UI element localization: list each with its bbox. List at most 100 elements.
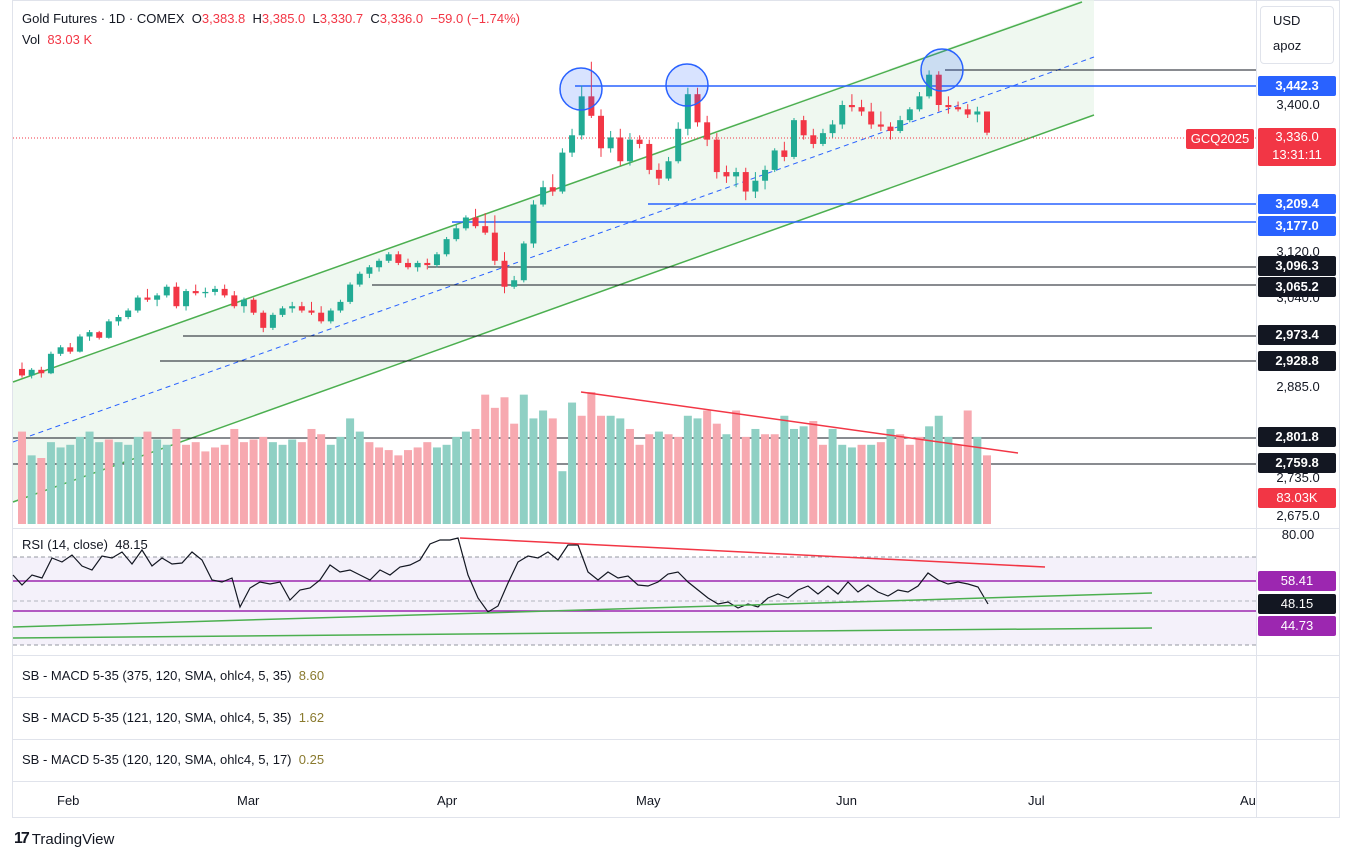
volume-bar	[703, 410, 712, 524]
volume-bar	[46, 442, 55, 524]
candle-body	[935, 74, 942, 105]
volume-value: 83.03 K	[47, 32, 93, 47]
volume-bar	[886, 428, 895, 524]
candle-body	[771, 150, 778, 170]
candle-body	[67, 347, 74, 352]
volume-bar	[268, 442, 277, 524]
volume-bar	[201, 451, 210, 524]
candle-body	[163, 286, 170, 296]
volume-bar	[568, 402, 577, 524]
highlight-circle	[920, 48, 964, 92]
indicator-legend[interactable]: SB - MACD 5-35 (120, 120, SMA, ohlc4, 5,…	[22, 752, 324, 767]
volume-bar	[317, 434, 326, 524]
volume-bar	[172, 428, 181, 524]
candle-body	[260, 312, 267, 328]
candle-body	[665, 161, 672, 179]
scale-mode-label[interactable]: apoz	[1273, 38, 1302, 53]
volume-bar	[394, 455, 403, 524]
candle-body	[57, 347, 64, 354]
volume-bar	[712, 423, 721, 524]
volume-bar	[191, 442, 200, 524]
rsi-tag: 58.41	[1258, 571, 1336, 591]
time-label: Jul	[1028, 793, 1045, 808]
volume-bar	[770, 434, 779, 524]
candle-body	[752, 180, 759, 192]
volume-bar	[857, 444, 866, 524]
price-tick: 3,120.0	[1276, 244, 1320, 259]
volume-bar	[95, 442, 104, 524]
price-tag: 2,759.8	[1258, 453, 1336, 473]
volume-bar	[336, 436, 345, 524]
candle-body	[877, 124, 884, 127]
volume-bar	[654, 431, 663, 524]
rsi-legend[interactable]: RSI (14, close) 48.15	[22, 537, 148, 552]
open-value: 3,383.8	[201, 11, 246, 26]
volume-bar	[847, 447, 856, 524]
rsi-label: RSI (14, close)	[22, 537, 108, 552]
candle-body	[462, 217, 469, 229]
indicator-legend[interactable]: SB - MACD 5-35 (121, 120, SMA, ohlc4, 5,…	[22, 710, 324, 725]
volume-bar	[954, 444, 963, 524]
volume-bar	[423, 442, 432, 524]
volume-bar	[124, 444, 133, 524]
tradingview-logo[interactable]: 17 TradingView	[14, 830, 114, 848]
highlight-circle	[559, 67, 603, 111]
volume-bar	[461, 431, 470, 524]
candle-body	[347, 284, 354, 302]
volume-bar	[539, 410, 548, 524]
price-tag: 2,801.8	[1258, 427, 1336, 447]
volume-bar	[645, 434, 654, 524]
volume-bar	[983, 455, 991, 524]
candle-body	[395, 254, 402, 263]
volume-bar	[452, 436, 461, 524]
volume-bar	[732, 410, 741, 524]
candle-body	[559, 152, 566, 192]
volume-bar	[404, 450, 412, 524]
currency-label[interactable]: USD	[1273, 13, 1301, 28]
candle-body	[626, 139, 633, 162]
volume-bar	[133, 436, 142, 524]
volume-bar	[616, 418, 625, 524]
volume-bar	[114, 442, 123, 524]
rsi-trend-green	[12, 592, 1153, 628]
volume-bar	[683, 415, 692, 524]
candle-body	[848, 105, 855, 108]
volume-legend[interactable]: Vol 83.03 K	[22, 32, 93, 47]
candle-body	[636, 139, 643, 144]
candle-body	[125, 310, 132, 318]
indicator-legend[interactable]: SB - MACD 5-35 (375, 120, SMA, ohlc4, 5,…	[22, 668, 324, 683]
volume-bar	[606, 415, 615, 524]
volume-bar	[85, 431, 94, 524]
time-label: Au	[1240, 793, 1256, 808]
volume-bar	[587, 392, 596, 524]
volume-bar	[973, 436, 982, 524]
high-value: 3,385.0	[261, 11, 306, 26]
volume-bar	[597, 415, 605, 524]
candle-body	[289, 306, 296, 309]
last-price-tag: 3,336.0 13:31:11	[1258, 128, 1336, 166]
candle-body	[47, 353, 54, 374]
volume-bar	[27, 455, 36, 524]
candles	[19, 61, 990, 379]
candle-body	[800, 120, 807, 136]
volume-bar	[876, 442, 885, 524]
candle-body	[482, 226, 489, 233]
price-tick: 2,675.0	[1276, 508, 1320, 523]
volume-bar	[249, 439, 258, 524]
volume-bar	[722, 434, 731, 524]
candle-body	[405, 262, 411, 268]
price-tag: 3,177.0	[1258, 216, 1336, 236]
volume-bar	[799, 426, 808, 524]
candle-body	[134, 297, 141, 311]
volume-bar	[693, 418, 702, 524]
change-value: −59.0 (−1.74%)	[430, 11, 520, 26]
scale-options[interactable]: USD apoz	[1260, 6, 1334, 64]
price-scale-divider	[1256, 0, 1257, 818]
candle-body	[868, 111, 875, 125]
volume-bar	[375, 447, 384, 524]
candle-body	[28, 369, 35, 376]
candle-body	[762, 169, 769, 181]
symbol-legend[interactable]: Gold Futures · 1D · COMEX O3,383.8 H3,38…	[22, 11, 520, 26]
candle-body	[839, 105, 846, 125]
